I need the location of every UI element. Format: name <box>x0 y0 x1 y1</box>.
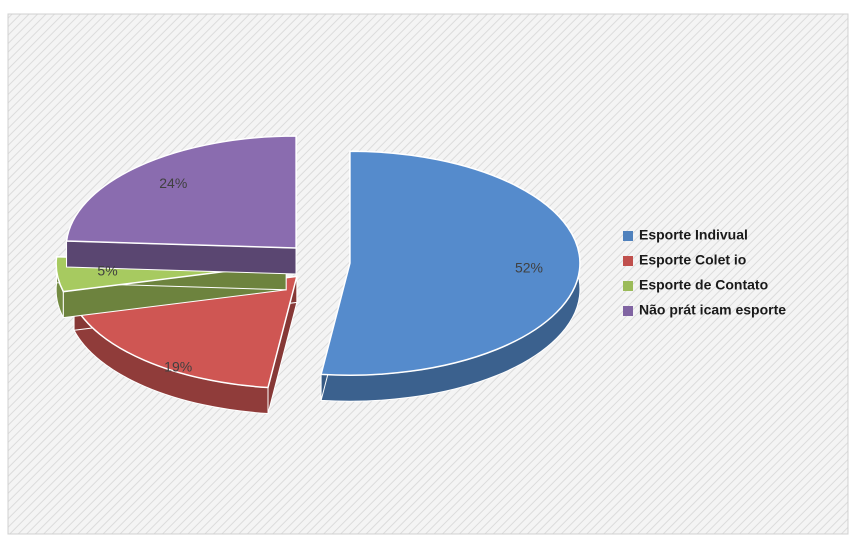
slice <box>65 135 297 275</box>
slice-top <box>65 135 297 249</box>
slice <box>320 150 581 402</box>
legend: Esporte Indivual Esporte Colet io Esporte … <box>623 227 786 318</box>
slice-top <box>320 150 581 376</box>
legend-swatch <box>623 306 633 316</box>
pie: 52% 19% 5% 24% <box>55 135 581 415</box>
legend-swatch <box>623 256 633 266</box>
legend-label: Esporte de Contato <box>639 277 768 293</box>
data-label: 24% <box>159 175 187 191</box>
legend-swatch <box>623 281 633 291</box>
legend-label: Esporte Indivual <box>639 227 748 243</box>
data-label: 5% <box>97 263 117 279</box>
data-label: 19% <box>164 359 192 375</box>
legend-swatch <box>623 231 633 241</box>
legend-label: Esporte Colet io <box>639 252 746 268</box>
legend-label: Não prát icam esporte <box>639 302 786 318</box>
data-label: 52% <box>515 259 543 275</box>
